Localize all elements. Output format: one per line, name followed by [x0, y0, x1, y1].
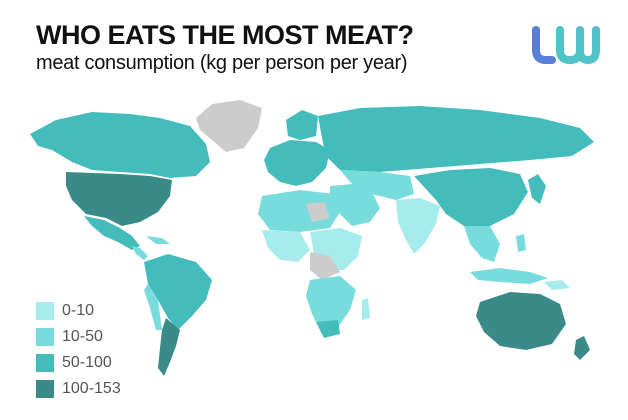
- india: [396, 198, 440, 254]
- legend: 0-10 10-50 50-100 100-153: [36, 298, 121, 402]
- legend-item: 10-50: [36, 324, 121, 350]
- map-title: WHO EATS THE MOST MEAT?: [36, 20, 414, 50]
- legend-label: 0-10: [62, 302, 95, 319]
- philippines: [516, 234, 526, 252]
- central-asia: [340, 170, 414, 200]
- southeast-asia: [464, 226, 500, 262]
- legend-swatch: [36, 380, 54, 398]
- canada: [30, 112, 210, 178]
- southern-africa: [306, 276, 356, 334]
- australia: [476, 292, 566, 350]
- central-africa: [310, 252, 340, 280]
- new-zealand: [574, 336, 590, 360]
- legend-item: 50-100: [36, 350, 121, 376]
- scandinavia: [286, 110, 318, 140]
- china: [414, 168, 528, 226]
- sahara-gap: [306, 202, 330, 222]
- caribbean: [146, 236, 170, 244]
- legend-label: 100-153: [62, 380, 121, 397]
- central-america: [132, 246, 148, 260]
- legend-label: 10-50: [62, 328, 103, 345]
- andes-west: [144, 284, 162, 330]
- south-africa: [316, 320, 340, 338]
- legend-swatch: [36, 354, 54, 372]
- europe: [264, 140, 330, 186]
- middle-east: [330, 184, 380, 226]
- mexico: [84, 216, 140, 250]
- west-africa: [262, 230, 310, 262]
- lw-logo-icon: [532, 26, 600, 65]
- legend-item: 100-153: [36, 376, 121, 402]
- japan-korea: [528, 174, 546, 204]
- indonesia: [470, 268, 548, 284]
- russia: [318, 106, 594, 172]
- greenland: [196, 100, 262, 152]
- legend-swatch: [36, 302, 54, 320]
- legend-swatch: [36, 328, 54, 346]
- papua: [544, 280, 570, 290]
- map-subtitle: meat consumption (kg per person per year…: [36, 52, 408, 74]
- legend-item: 0-10: [36, 298, 121, 324]
- madagascar: [362, 298, 370, 320]
- argentina: [158, 318, 180, 376]
- legend-label: 50-100: [62, 354, 112, 371]
- north-africa: [258, 190, 340, 232]
- south-america-north: [144, 254, 212, 330]
- united-states: [66, 172, 172, 226]
